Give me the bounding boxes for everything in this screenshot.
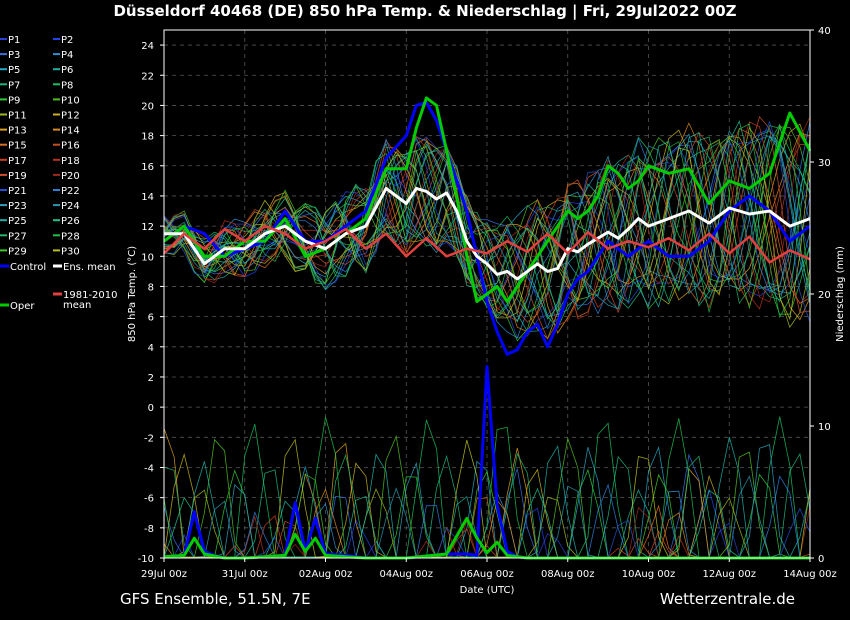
member-line-p30	[163, 126, 811, 321]
y2-tick-label: 40	[818, 26, 831, 37]
member-line-p16	[163, 131, 811, 340]
legend-label: Control	[10, 262, 46, 273]
y-tick-label: -8	[144, 524, 154, 535]
legend-label: P1	[8, 35, 20, 46]
y2-axis-ticks: 40 30 20 10 0	[810, 26, 831, 565]
legend-label: P2	[61, 35, 73, 46]
x-tick-label: 02Aug 00z	[299, 569, 352, 580]
legend-label: P19	[8, 171, 27, 182]
legend-label: P6	[61, 65, 73, 76]
legend-label: P5	[8, 65, 20, 76]
y-tick-label: 6	[148, 313, 154, 324]
y2-tick-label: 20	[818, 290, 831, 301]
y2-tick-label: 0	[818, 554, 824, 565]
y-tick-label: 20	[141, 101, 154, 112]
legend-label: P14	[61, 126, 80, 137]
x-tick-label: 04Aug 00z	[380, 569, 433, 580]
legend-label: P18	[61, 156, 80, 167]
member-line-p27	[163, 123, 811, 323]
legend-label: P4	[61, 50, 73, 61]
legend-label: mean	[63, 300, 91, 311]
legend-label: P25	[8, 216, 27, 227]
main-series	[163, 96, 812, 560]
y-tick-label: 8	[148, 282, 154, 293]
y2-tick-label: 30	[818, 158, 831, 169]
member-line-p25	[163, 131, 811, 317]
legend-label: P30	[61, 246, 80, 257]
chart-title: Düsseldorf 40468 (DE) 850 hPa Temp. & Ni…	[113, 2, 737, 20]
legend-label: P24	[61, 201, 80, 212]
precip-oper	[163, 516, 810, 560]
y2-axis-label: Niederschlag (mm)	[835, 246, 846, 342]
y-tick-label: 22	[141, 71, 154, 82]
legend-label: P28	[61, 231, 80, 242]
member-line-p3	[163, 144, 811, 316]
y-tick-label: 14	[141, 192, 154, 203]
site-credit: Wetterzentrale.de	[659, 590, 795, 608]
legend-label: Oper	[10, 301, 35, 312]
legend-label: P26	[61, 216, 80, 227]
y-tick-label: 2	[148, 373, 154, 384]
series-oper	[163, 96, 812, 303]
x-tick-label: 31Jul 00z	[222, 569, 268, 580]
x-tick-label: 29Jul 00z	[141, 569, 187, 580]
series-control	[163, 100, 811, 356]
legend-label: P12	[61, 111, 80, 122]
y-tick-label: 10	[141, 252, 154, 263]
y-tick-label: -10	[138, 554, 154, 565]
y-tick-label: 4	[148, 343, 154, 354]
y2-tick-label: 10	[818, 422, 831, 433]
legend-label: Ens. mean	[63, 262, 116, 273]
series-1981-2010-mean	[163, 224, 811, 264]
member-line-p21	[163, 120, 811, 330]
legend-label: P29	[8, 246, 27, 257]
y-tick-label: 18	[141, 132, 154, 143]
y-tick-label: -4	[144, 463, 154, 474]
x-axis-ticks: 29Jul 00z 31Jul 00z 02Aug 00z 04Aug 00z 06Au…	[141, 558, 837, 580]
y-tick-label: -6	[144, 494, 154, 505]
x-tick-label: 12Aug 00z	[703, 569, 756, 580]
legend-label: P22	[61, 186, 80, 197]
legend-label: P8	[61, 80, 73, 91]
member-line-p9	[163, 135, 811, 342]
member-line-p17	[163, 121, 811, 322]
legend-label: P17	[8, 156, 27, 167]
legend-label: P15	[8, 141, 27, 152]
x-tick-label: 08Aug 00z	[541, 569, 594, 580]
member-line-p18	[163, 134, 811, 327]
y-tick-label: 12	[141, 222, 154, 233]
legend-label: P10	[61, 95, 80, 106]
legend-label: P11	[8, 111, 27, 122]
y-axis-label: 850 hPa Temp. (°C)	[127, 246, 138, 342]
legend-label: P16	[61, 141, 80, 152]
member-line-p29	[163, 124, 811, 313]
x-axis-label: Date (UTC)	[460, 585, 515, 596]
legend-label: P23	[8, 201, 27, 212]
legend-label: P27	[8, 231, 27, 242]
legend-label: P13	[8, 126, 27, 137]
legend-label: P7	[8, 80, 20, 91]
member-line-p28	[163, 123, 811, 319]
legend-label: P20	[61, 171, 80, 182]
y-tick-label: 0	[148, 403, 154, 414]
series-ens-mean	[164, 186, 811, 281]
x-tick-label: 06Aug 00z	[460, 569, 513, 580]
legend: P1 P2 P3 P4 P5 P6 P7 P8 P9 P10 P11 P12 P13 P14 P15 P16 P…	[0, 35, 118, 312]
legend-label: P3	[8, 50, 20, 61]
legend-label: 1981-2010	[63, 290, 118, 301]
x-tick-label: 14Aug 00z	[783, 569, 836, 580]
y-tick-label: 16	[141, 162, 154, 173]
legend-label: P21	[8, 186, 27, 197]
model-info: GFS Ensemble, 51.5N, 7E	[120, 590, 311, 608]
legend-label: P9	[8, 95, 20, 106]
y-tick-label: -2	[144, 433, 154, 444]
y-tick-label: 24	[141, 41, 154, 52]
x-tick-label: 10Aug 00z	[622, 569, 675, 580]
